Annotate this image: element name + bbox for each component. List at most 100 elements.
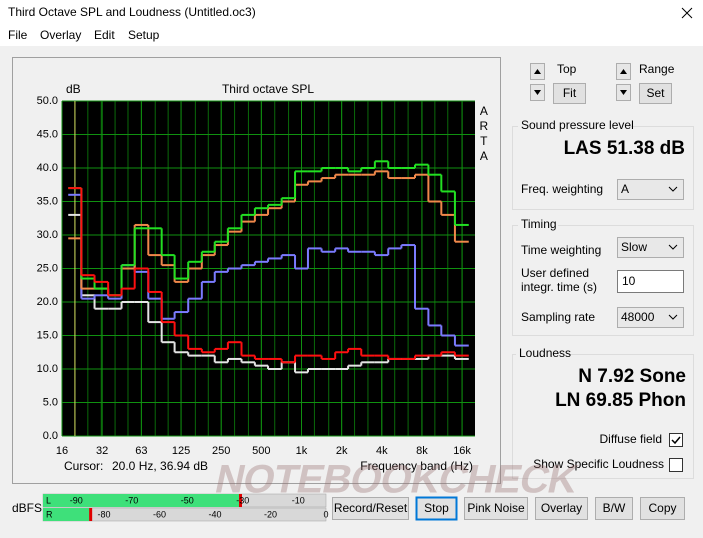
button[interactable] bbox=[332, 497, 409, 520]
chart-title: Third octave SPL bbox=[222, 82, 314, 96]
meter-channel: R bbox=[46, 509, 53, 519]
text-input[interactable] bbox=[617, 270, 684, 293]
meter-peak bbox=[89, 508, 93, 521]
y-tick-label: 35.0 bbox=[37, 195, 58, 207]
combo-arrow bbox=[668, 186, 678, 192]
combo-box[interactable] bbox=[617, 307, 684, 328]
menu-item[interactable]: File bbox=[8, 28, 28, 42]
meter-tick-label: -20 bbox=[264, 509, 277, 519]
x-tick-label: 4k bbox=[376, 445, 388, 457]
checkbox[interactable] bbox=[669, 433, 683, 447]
close-button[interactable] bbox=[681, 7, 693, 19]
checkbox-label: Diffuse field bbox=[600, 432, 662, 446]
group-title-bg bbox=[518, 218, 558, 232]
checkbox[interactable] bbox=[669, 458, 683, 472]
title-bar bbox=[0, 0, 703, 27]
y-axis-label: dB bbox=[66, 82, 81, 96]
group-title-bg bbox=[518, 119, 628, 133]
field-label: User defined bbox=[521, 266, 589, 280]
button-label: Stop bbox=[424, 501, 449, 515]
field-label: Freq. weighting bbox=[521, 182, 603, 196]
range-label: Range bbox=[639, 62, 675, 76]
x-tick-label: 2k bbox=[336, 445, 348, 457]
y-tick-label: 50.0 bbox=[37, 95, 58, 107]
group-title-bg bbox=[516, 347, 568, 361]
top-label: Top bbox=[557, 62, 577, 76]
set-button[interactable] bbox=[639, 83, 672, 104]
meter-tick-label: -80 bbox=[98, 509, 111, 519]
combo-arrow bbox=[668, 244, 678, 250]
y-tick-label: 10.0 bbox=[37, 363, 58, 375]
arrow-icon bbox=[620, 90, 627, 95]
field-label: integr. time (s) bbox=[521, 280, 597, 294]
meter-tick-label: -30 bbox=[236, 495, 249, 505]
fit-button[interactable] bbox=[553, 83, 586, 104]
set-button-label: Set bbox=[646, 86, 665, 100]
meter-tick-label: -50 bbox=[181, 495, 194, 505]
button-row: Record/Reset Stop Pink Noise Overlay B/W Copy bbox=[332, 496, 685, 521]
check-mark bbox=[671, 436, 681, 445]
button[interactable] bbox=[464, 497, 528, 520]
meter-level bbox=[43, 494, 240, 507]
x-axis-label: Frequency band (Hz) bbox=[360, 459, 473, 473]
button[interactable] bbox=[640, 497, 685, 520]
meter-channel: L bbox=[46, 495, 51, 505]
spl-value: LAS 51.38 dB bbox=[564, 138, 685, 159]
x-tick-label: 32 bbox=[96, 445, 108, 457]
y-tick-label: 20.0 bbox=[37, 296, 58, 308]
combo-value: 48000 bbox=[621, 310, 655, 324]
arrow-icon bbox=[534, 90, 541, 95]
window-title: Third Octave SPL and Loudness (Untitled.… bbox=[8, 5, 256, 19]
combo-value: Slow bbox=[621, 240, 647, 254]
x-tick-label: 16 bbox=[56, 445, 68, 457]
group-box bbox=[512, 354, 694, 479]
menu-bar bbox=[0, 27, 703, 46]
fit-button-label: Fit bbox=[563, 86, 577, 100]
x-tick-label: 1k bbox=[296, 445, 308, 457]
meter-peak bbox=[238, 494, 242, 507]
x-tick-label: 8k bbox=[416, 445, 428, 457]
meter-tick-label: -90 bbox=[70, 495, 83, 505]
combo-box[interactable] bbox=[617, 179, 684, 200]
group-box bbox=[512, 225, 694, 336]
loudness-ln: LN 69.85 Phon bbox=[555, 390, 686, 411]
field-label: Sampling rate bbox=[521, 310, 595, 324]
button[interactable] bbox=[595, 497, 633, 520]
meter-level bbox=[43, 508, 91, 521]
group-title: Loudness bbox=[519, 346, 571, 360]
cursor-label: Cursor: bbox=[64, 459, 103, 473]
combo-value: A bbox=[621, 182, 629, 196]
meter-tick-label: -40 bbox=[209, 509, 222, 519]
field-label: Time weighting bbox=[521, 243, 601, 257]
arrow-icon bbox=[534, 69, 541, 74]
button-label: Copy bbox=[648, 501, 676, 515]
button-label: Record/Reset bbox=[334, 501, 408, 515]
menu-item[interactable]: Overlay bbox=[40, 28, 81, 42]
x-tick-label: 63 bbox=[135, 445, 147, 457]
x-tick-label: 125 bbox=[172, 445, 190, 457]
meter-tick-label: 0 bbox=[323, 509, 328, 519]
button[interactable] bbox=[535, 497, 588, 520]
checkbox-label: Show Specific Loudness bbox=[533, 457, 664, 471]
y-tick-label: 30.0 bbox=[37, 229, 58, 241]
y-tick-label: 15.0 bbox=[37, 329, 58, 341]
group-title: Timing bbox=[521, 217, 557, 231]
combo-box[interactable] bbox=[617, 237, 684, 258]
menu-item[interactable]: Setup bbox=[128, 28, 160, 42]
menu-item[interactable]: Edit bbox=[94, 28, 115, 42]
x-tick-label: 16k bbox=[453, 445, 471, 457]
y-tick-label: 40.0 bbox=[37, 162, 58, 174]
y-tick-label: 0.0 bbox=[43, 430, 58, 442]
button[interactable] bbox=[415, 496, 458, 521]
series bbox=[68, 187, 469, 364]
combo-arrow bbox=[668, 314, 678, 320]
watermark: NOTEBOOKCHECK bbox=[211, 456, 582, 501]
button-label: Overlay bbox=[541, 501, 582, 515]
y-tick-label: 5.0 bbox=[43, 396, 58, 408]
button-label: Pink Noise bbox=[467, 501, 525, 515]
meters: L -90 -70 -50 -30 -10 R -80 -60 -40 -20 0 bbox=[42, 493, 329, 522]
meter-tick-label: -60 bbox=[153, 509, 166, 519]
meter-tick-label: -70 bbox=[125, 495, 138, 505]
input-value: 10 bbox=[622, 274, 636, 288]
